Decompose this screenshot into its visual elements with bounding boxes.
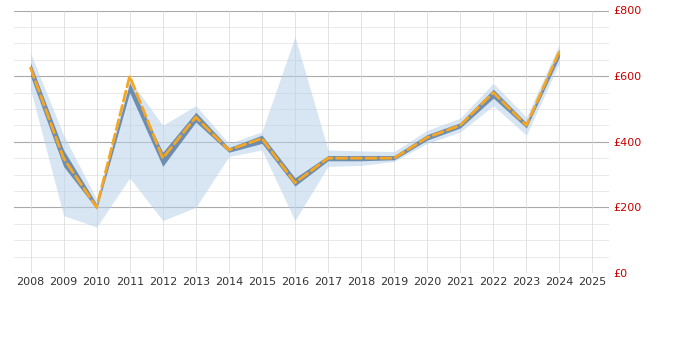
Legend: Median, 25th to 75th Percentile Range, 10th to 90th Percentile Range: Median, 25th to 75th Percentile Range, 1… (22, 348, 518, 350)
